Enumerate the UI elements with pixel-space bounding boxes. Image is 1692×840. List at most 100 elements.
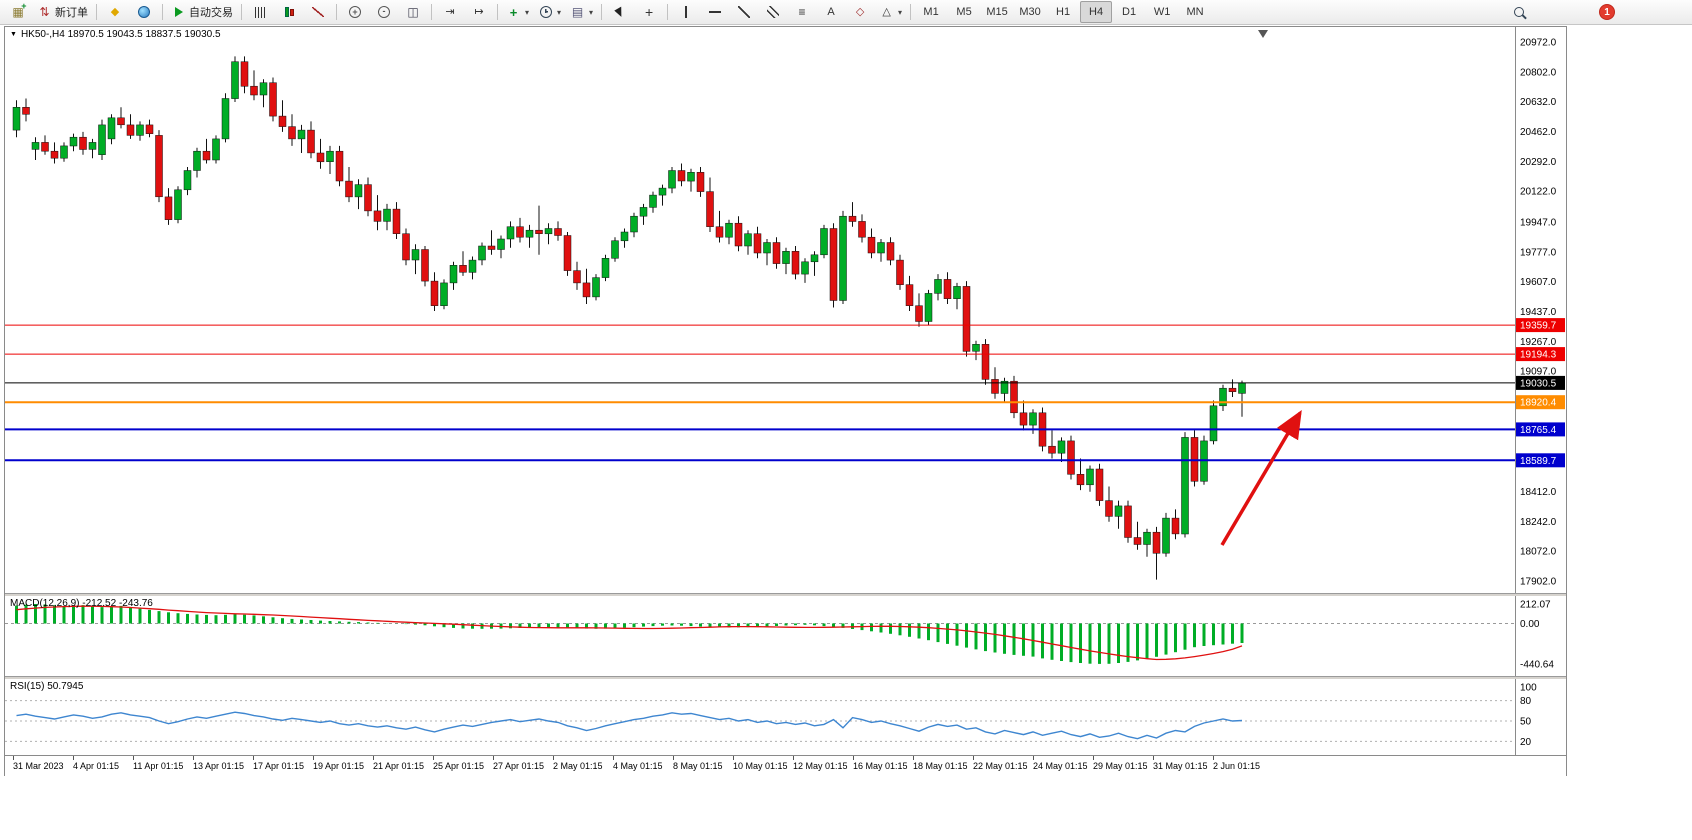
time-tick [553, 756, 554, 760]
fibonacci-button[interactable] [788, 1, 816, 23]
candle [905, 275, 914, 311]
collapse-triangle-icon[interactable]: ▼ [10, 31, 17, 38]
candle [364, 177, 372, 217]
candle [1219, 384, 1227, 411]
timeframe-m1-button[interactable]: M1 [923, 6, 939, 18]
candle [1048, 430, 1056, 459]
zoom-in-icon [348, 5, 363, 20]
price-tag: 18765.4 [1516, 422, 1565, 437]
candle [725, 219, 733, 245]
trend-arrow[interactable] [1220, 409, 1302, 546]
rsi-axis-label: 20 [1520, 737, 1532, 748]
toolbar-separator [667, 4, 669, 20]
cursor-icon [613, 5, 628, 20]
candle [1000, 377, 1009, 403]
rsi-chart[interactable]: 100 80 50 20 [5, 679, 1566, 755]
chart-shift-button[interactable] [465, 1, 493, 23]
price-axis-label: 20292.0 [1520, 157, 1557, 168]
candle [734, 216, 743, 252]
timeframe-m30-button[interactable]: M30 [1019, 6, 1041, 18]
svg-text:18765.4: 18765.4 [1520, 425, 1557, 436]
candlestick-chart-button[interactable] [275, 1, 303, 23]
time-tick [673, 756, 674, 760]
auto-trading-button[interactable]: 自动交易 [167, 1, 237, 23]
candle [1162, 512, 1170, 557]
candlestick-chart[interactable]: 20972.0 20802.0 20632.0 20462.0 20292.0 20122… [5, 27, 1566, 593]
auto-scroll-button[interactable] [436, 1, 464, 23]
time-axis-label: 2 Jun 01:15 [1213, 761, 1261, 771]
text-button[interactable] [817, 1, 845, 23]
time-axis-label: 4 May 01:15 [613, 761, 663, 771]
candle [259, 79, 268, 108]
market-watch-button[interactable] [101, 1, 129, 23]
timeframe-mn-button[interactable]: MN [1186, 6, 1204, 18]
new-order-button[interactable]: 新订单 [33, 1, 92, 23]
price-axis-label: 20632.0 [1520, 97, 1557, 108]
bar-chart-button[interactable] [246, 1, 274, 23]
trendline-button[interactable] [730, 1, 758, 23]
timeframe-m5-button[interactable]: M5 [956, 6, 972, 18]
indicators-button[interactable]: ▾ [502, 1, 533, 23]
crosshair-icon [642, 5, 657, 20]
equidistant-channel-button[interactable] [759, 1, 787, 23]
timeframe-h4-button[interactable]: H4 [1080, 1, 1113, 23]
candle [839, 210, 847, 304]
templates-button[interactable]: ▾ [566, 1, 597, 23]
chevron-down-icon: ▾ [557, 7, 562, 17]
chevron-down-icon: ▾ [898, 7, 903, 17]
timeframe-w1-button[interactable]: W1 [1153, 6, 1171, 18]
new-chart-button[interactable] [4, 1, 32, 23]
crosshair-button[interactable] [635, 1, 663, 23]
shapes-button[interactable]: ▾ [875, 1, 906, 23]
candle [1095, 463, 1104, 506]
time-axis-label: 13 Apr 01:15 [193, 761, 245, 771]
timeframe-d1-button[interactable]: D1 [1122, 6, 1137, 18]
tile-windows-button[interactable] [399, 1, 427, 23]
zoom-in-button[interactable] [341, 1, 369, 23]
candle [183, 167, 192, 196]
candle [155, 130, 163, 203]
price-tag: 19359.7 [1516, 318, 1565, 333]
candle [981, 339, 990, 385]
arrows-button[interactable] [846, 1, 874, 23]
svg-text:18589.7: 18589.7 [1520, 456, 1557, 467]
periods-button[interactable]: ▾ [534, 1, 565, 23]
chart-shift-marker[interactable] [1258, 30, 1268, 38]
candle [915, 293, 923, 327]
macd-axis-label: 212.07 [1520, 600, 1551, 611]
timeframe-m15-button[interactable]: M15 [986, 6, 1008, 18]
vertical-line-button[interactable] [672, 1, 700, 23]
candle [791, 246, 800, 280]
shapes-icon [879, 5, 894, 20]
candle [953, 282, 961, 310]
price-tag: 19194.3 [1516, 347, 1565, 362]
time-axis-label: 12 May 01:15 [793, 761, 848, 771]
price-axis-label: 20802.0 [1520, 67, 1557, 78]
notification-badge[interactable]: 1 [1600, 5, 1614, 19]
candle [430, 272, 439, 311]
svg-text:19194.3: 19194.3 [1520, 350, 1557, 361]
ohlc-text: HK50-,H4 18970.5 19043.5 18837.5 19030.5 [20, 29, 221, 40]
candle [1181, 432, 1189, 538]
toolbar-separator [910, 4, 912, 20]
candle [620, 228, 629, 248]
line-chart-button[interactable] [304, 1, 332, 23]
splitter-rsi[interactable] [5, 676, 1566, 679]
timeframe-h1-button[interactable]: H1 [1056, 6, 1071, 18]
zoom-out-button[interactable] [370, 1, 398, 23]
horizontal-line-button[interactable] [701, 1, 729, 23]
price-axis-label: 19267.0 [1520, 337, 1557, 348]
candle [449, 261, 458, 290]
time-axis[interactable]: 31 Mar 2023 4 Apr 01:15 11 Apr 01:15 13 Apr… [5, 755, 1566, 776]
search-button[interactable] [1506, 2, 1534, 24]
navigator-button[interactable] [130, 1, 158, 23]
chevron-down-icon: ▾ [589, 7, 594, 17]
candle [79, 131, 87, 155]
rsi-axis-label: 80 [1520, 696, 1532, 707]
cursor-button[interactable] [606, 1, 634, 23]
splitter-macd[interactable] [5, 593, 1566, 596]
candle [60, 142, 68, 162]
candle [525, 224, 534, 248]
candle [297, 124, 306, 153]
macd-chart[interactable]: 212.07 0.00 -440.64 [5, 596, 1566, 676]
